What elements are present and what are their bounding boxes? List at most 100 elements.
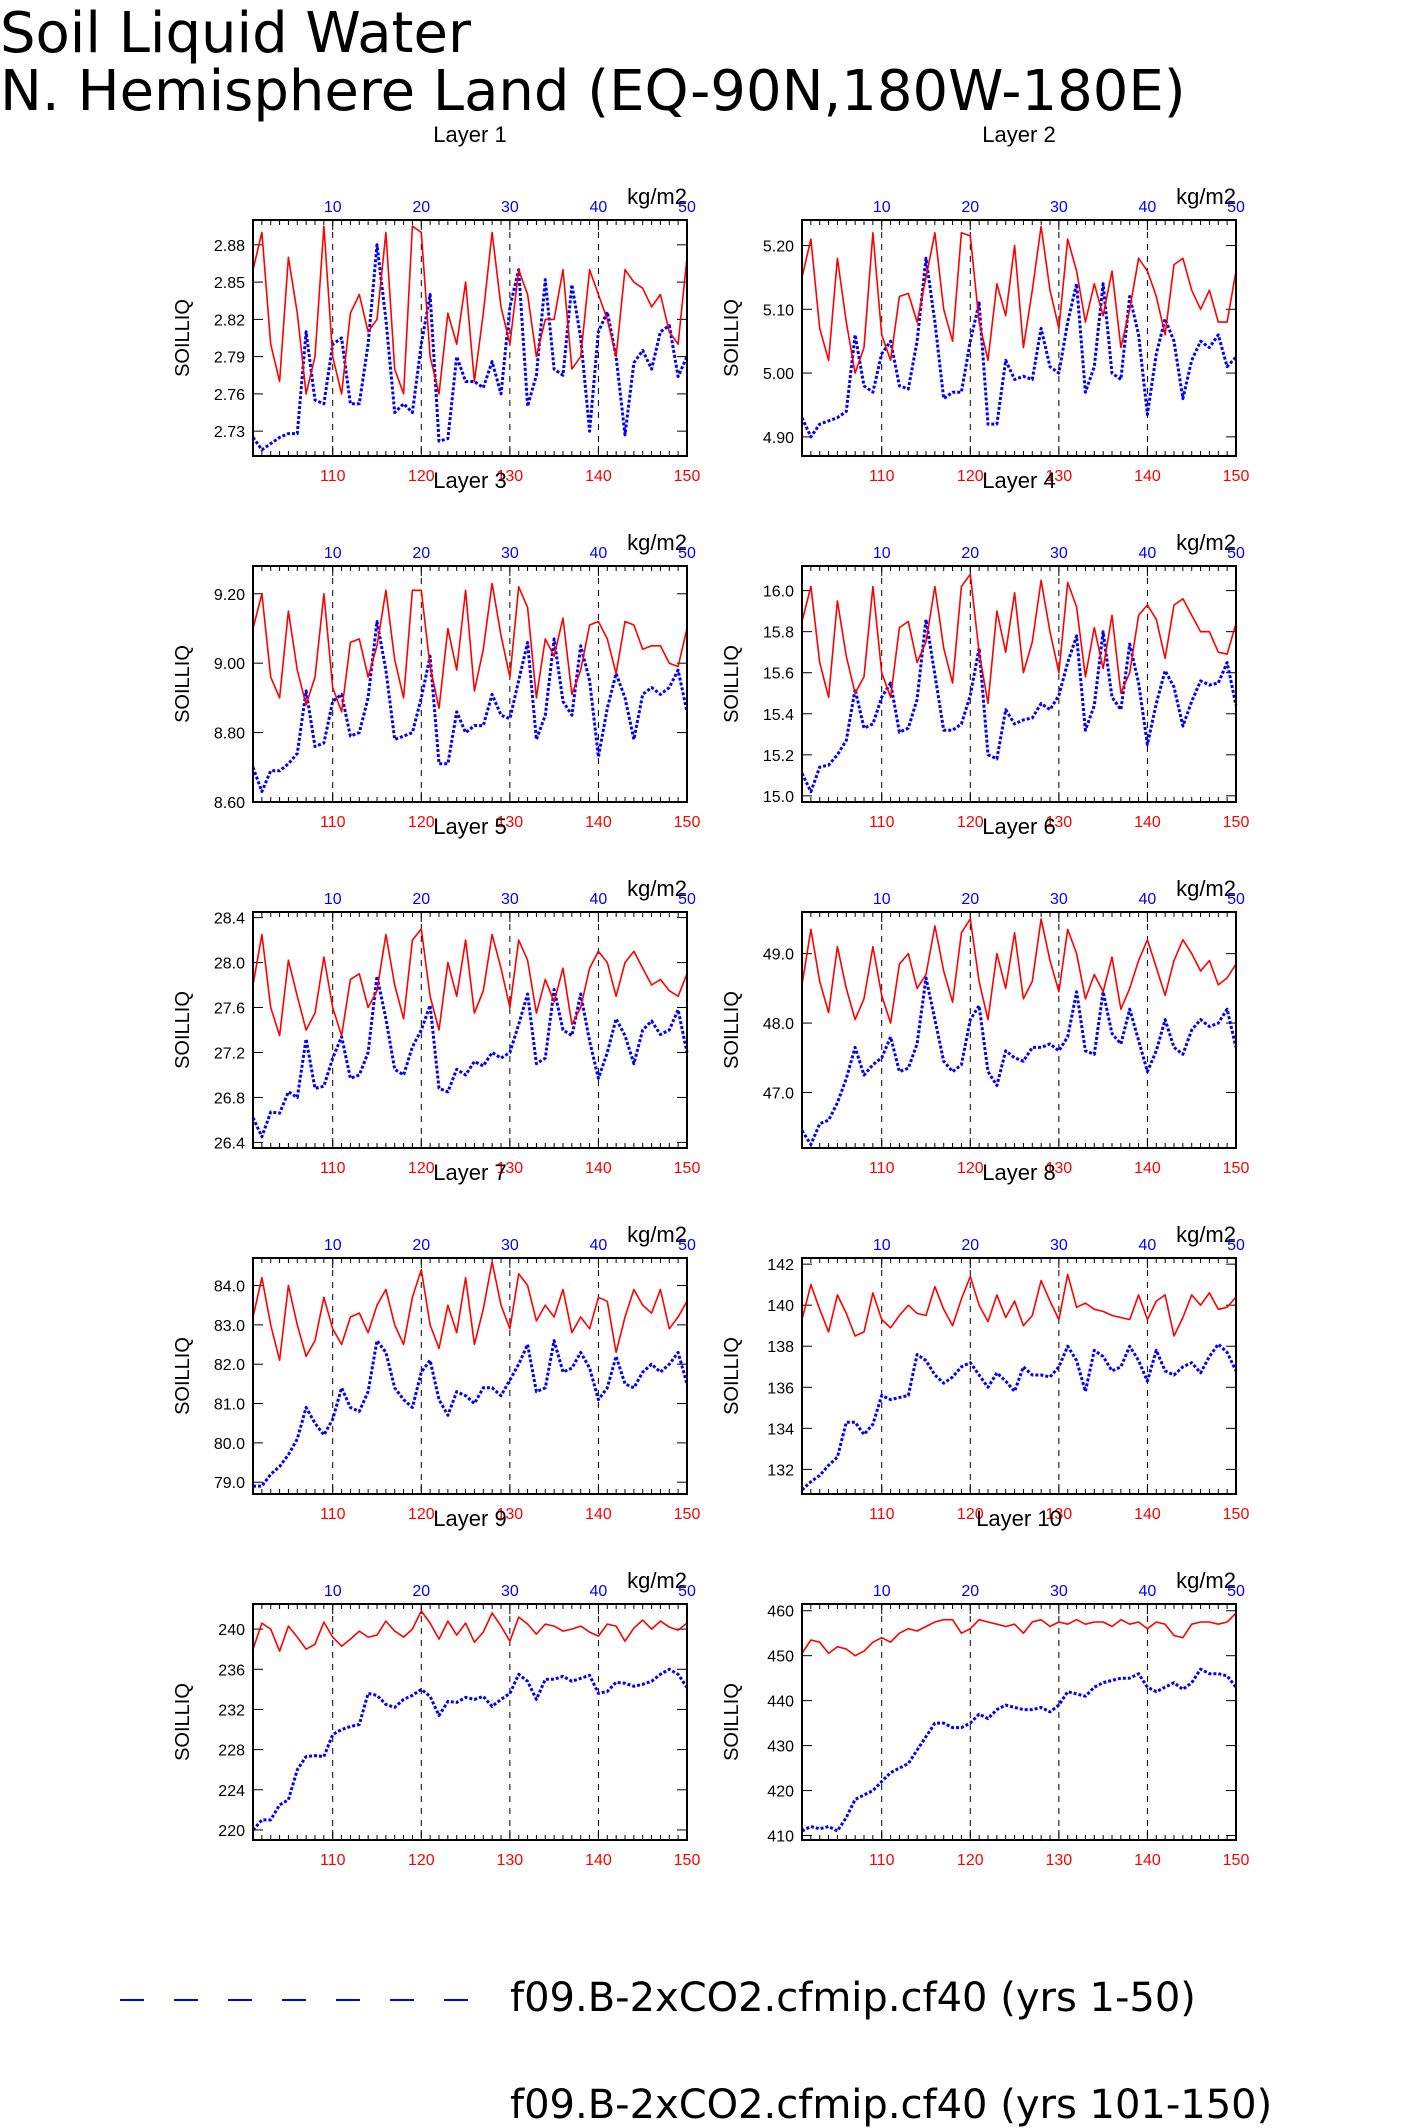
x-tick-label-bottom: 120 <box>408 814 435 831</box>
x-tick-label-bottom: 110 <box>320 814 346 831</box>
y-tick-label: 48.0 <box>763 1016 794 1033</box>
series-line-yrs-101-150 <box>252 1610 688 1652</box>
units-label: kg/m2 <box>627 876 687 901</box>
y-tick-label: 420 <box>767 1784 794 1801</box>
x-tick-label-top: 10 <box>873 545 891 562</box>
y-axis-label: SOILLIQ <box>172 299 194 377</box>
x-tick-label-bottom: 140 <box>1134 1506 1161 1523</box>
x-tick-label-bottom: 150 <box>1223 1506 1250 1523</box>
y-tick-label: 224 <box>218 1783 245 1800</box>
y-tick-label: 15.2 <box>763 748 794 765</box>
y-tick-label: 26.8 <box>214 1090 245 1107</box>
x-tick-label-bottom: 130 <box>1046 468 1073 485</box>
x-tick-label-bottom: 150 <box>674 1506 701 1523</box>
y-tick-label: 232 <box>218 1702 245 1719</box>
x-tick-label-top: 20 <box>961 545 979 562</box>
y-tick-label: 410 <box>767 1829 794 1846</box>
x-tick-label-bottom: 130 <box>1046 1160 1073 1177</box>
x-tick-label-bottom: 110 <box>869 1852 895 1869</box>
y-tick-label: 460 <box>767 1604 794 1621</box>
series-line-yrs-101-150 <box>252 582 688 713</box>
x-tick-label-bottom: 150 <box>674 468 701 485</box>
x-tick-label-top: 20 <box>961 1583 979 1600</box>
y-tick-label: 9.00 <box>214 656 245 673</box>
y-tick-label: 142 <box>767 1257 794 1274</box>
series-line-yrs-101-150 <box>252 225 688 395</box>
x-tick-label-bottom: 140 <box>585 1506 612 1523</box>
x-tick-label-top: 20 <box>961 891 979 908</box>
x-tick-label-top: 30 <box>1050 1583 1068 1600</box>
x-tick-label-bottom: 120 <box>957 1506 984 1523</box>
units-label: kg/m2 <box>627 184 687 209</box>
x-tick-label-top: 30 <box>501 545 519 562</box>
x-tick-label-top: 30 <box>1050 545 1068 562</box>
x-tick-label-bottom: 110 <box>320 1160 346 1177</box>
x-tick-label-bottom: 120 <box>957 468 984 485</box>
panel-title: Layer 9 <box>433 1506 506 1531</box>
x-tick-label-bottom: 110 <box>320 1852 346 1869</box>
x-tick-label-top: 50 <box>678 891 696 908</box>
x-tick-label-bottom: 140 <box>585 814 612 831</box>
plot-frame <box>252 911 688 1149</box>
y-tick-label: 8.60 <box>214 795 245 812</box>
y-tick-label: 15.6 <box>763 666 794 683</box>
y-tick-label: 430 <box>767 1739 794 1756</box>
plot-frame <box>252 219 688 457</box>
y-tick-label: 5.20 <box>763 239 794 256</box>
x-tick-label-bottom: 130 <box>497 814 524 831</box>
y-tick-label: 2.79 <box>214 350 245 367</box>
x-tick-label-top: 50 <box>678 545 696 562</box>
panel-title: Layer 7 <box>433 1160 506 1185</box>
x-tick-label-top: 50 <box>678 199 696 216</box>
x-tick-label-bottom: 140 <box>585 1852 612 1869</box>
x-tick-label-top: 30 <box>501 1237 519 1254</box>
x-tick-label-bottom: 150 <box>1223 814 1250 831</box>
x-tick-label-top: 50 <box>1227 1583 1245 1600</box>
y-tick-label: 27.2 <box>214 1045 245 1062</box>
x-tick-label-bottom: 110 <box>869 1506 895 1523</box>
y-axis-label: SOILLIQ <box>172 645 194 723</box>
y-axis-label: SOILLIQ <box>721 1337 743 1415</box>
x-tick-label-top: 40 <box>1139 1583 1157 1600</box>
y-axis-label: SOILLIQ <box>172 1683 194 1761</box>
x-tick-label-bottom: 110 <box>869 814 895 831</box>
y-tick-label: 84.0 <box>214 1279 245 1296</box>
panel-title: Layer 3 <box>433 468 506 493</box>
series-line-yrs-101-150 <box>801 1273 1237 1337</box>
x-tick-label-bottom: 110 <box>320 468 346 485</box>
x-tick-label-top: 20 <box>412 545 430 562</box>
x-tick-label-bottom: 120 <box>957 1160 984 1177</box>
x-tick-label-bottom: 120 <box>957 1852 984 1869</box>
y-axis-label: SOILLIQ <box>172 991 194 1069</box>
y-tick-label: 2.76 <box>214 387 245 404</box>
x-tick-label-top: 50 <box>1227 545 1245 562</box>
series-line-yrs-1-50 <box>800 256 1238 439</box>
y-tick-label: 15.4 <box>763 707 794 724</box>
x-tick-label-bottom: 140 <box>1134 1852 1161 1869</box>
x-tick-label-top: 40 <box>590 1583 608 1600</box>
x-tick-label-top: 50 <box>1227 1237 1245 1254</box>
plot-frame <box>801 219 1237 457</box>
units-label: kg/m2 <box>1176 184 1236 209</box>
y-axis-label: SOILLIQ <box>721 991 743 1069</box>
y-axis-label: SOILLIQ <box>721 1683 743 1761</box>
series-line-yrs-101-150 <box>252 928 688 1037</box>
x-tick-label-top: 10 <box>324 545 342 562</box>
series-line-yrs-101-150 <box>801 918 1237 1024</box>
x-tick-label-bottom: 130 <box>497 1852 524 1869</box>
units-label: kg/m2 <box>627 1222 687 1247</box>
x-tick-label-top: 40 <box>590 1237 608 1254</box>
plot-frame <box>252 565 688 803</box>
chart-panel-7: Layer 7 kg/m2 110 120 130 140 150 10 20 30 40 50 79.… <box>172 1160 700 1523</box>
panel-title: Layer 8 <box>982 1160 1055 1185</box>
plot-frame <box>801 911 1237 1149</box>
units-label: kg/m2 <box>627 1568 687 1593</box>
x-tick-label-bottom: 110 <box>320 1506 346 1523</box>
x-tick-label-top: 30 <box>501 1583 519 1600</box>
x-tick-label-bottom: 130 <box>497 1160 524 1177</box>
x-tick-label-top: 30 <box>1050 199 1068 216</box>
x-tick-label-top: 40 <box>1139 891 1157 908</box>
panel-title: Layer 1 <box>433 122 506 147</box>
x-tick-label-top: 10 <box>873 891 891 908</box>
plot-frame <box>252 1603 688 1841</box>
